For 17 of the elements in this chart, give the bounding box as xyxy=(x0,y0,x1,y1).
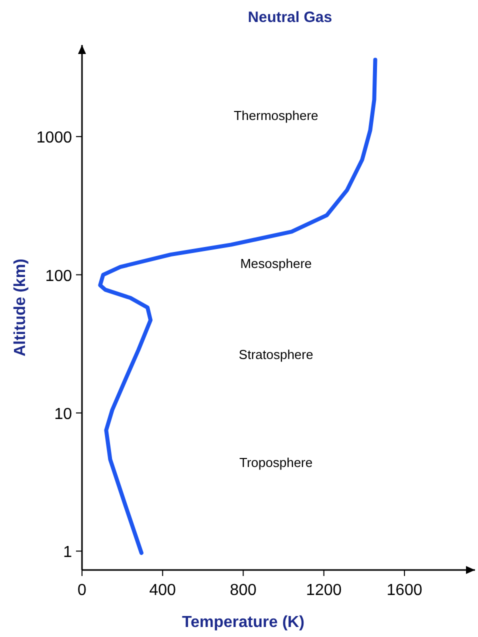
annotation: Thermosphere xyxy=(234,108,318,123)
x-axis-title: Temperature (K) xyxy=(182,614,304,631)
annotation: Troposphere xyxy=(239,455,313,470)
x-tick-label: 400 xyxy=(149,582,176,599)
y-tick-label: 10 xyxy=(54,406,72,423)
line-series xyxy=(98,58,378,555)
annotation: Stratosphere xyxy=(238,347,314,362)
y-tick-label: 1 xyxy=(63,544,72,562)
y-axis-title: Altitude (km) xyxy=(12,258,29,356)
x-tick-label: 1600 xyxy=(386,582,422,599)
x-tick-label: 1200 xyxy=(306,582,342,599)
y-tick-label: 100 xyxy=(45,268,72,285)
chart-title: Neutral Gas xyxy=(248,9,332,26)
annotation: Mesosphere xyxy=(240,256,312,271)
x-tick-label: 0 xyxy=(78,582,87,599)
y-tick-label: 1000 xyxy=(36,130,72,147)
x-tick-label: 800 xyxy=(230,582,257,599)
